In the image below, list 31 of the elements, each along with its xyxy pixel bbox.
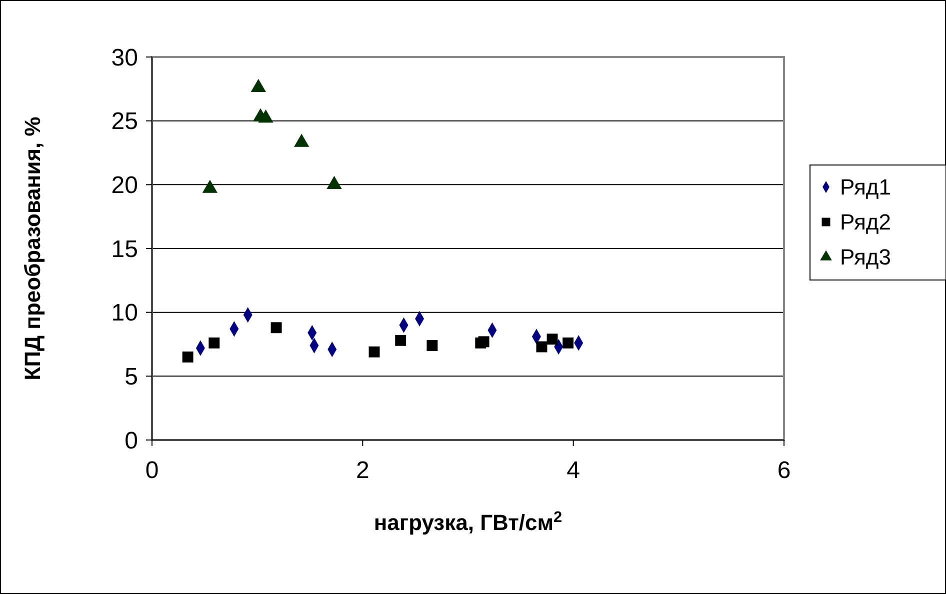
point [294, 134, 310, 147]
x-tick-label: 6 [777, 457, 791, 484]
y-tick-label: 5 [124, 364, 138, 391]
point [426, 340, 438, 352]
y-tick-label: 25 [111, 108, 138, 136]
point [546, 334, 558, 345]
x-axis-title: нагрузка, ГВт/см$^{2}$ [374, 508, 562, 535]
point [536, 341, 548, 352]
legend-label: Ряд3 [840, 244, 891, 270]
point [202, 180, 218, 193]
x-tick-label: 0 [145, 457, 159, 484]
y-tick-label: 0 [124, 427, 138, 454]
point [478, 336, 490, 348]
point [250, 78, 266, 92]
y-tick-label: 15 [111, 236, 138, 263]
point [562, 337, 574, 348]
y-tick-label: 20 [111, 172, 138, 200]
y-tick-label: 30 [111, 44, 138, 72]
point [258, 110, 274, 123]
point [326, 176, 342, 190]
y-tick-label: 10 [111, 300, 138, 327]
x-tick-label: 2 [356, 457, 370, 484]
x-tick-label: 4 [566, 457, 580, 484]
legend-label: Ряд1 [840, 174, 891, 200]
point [368, 346, 380, 358]
y-axis-title: КПД преобразования, % [20, 116, 45, 380]
point [395, 334, 406, 346]
point [270, 322, 282, 334]
legend-label: Ряд2 [840, 210, 891, 235]
point [182, 352, 194, 362]
point [208, 337, 220, 348]
